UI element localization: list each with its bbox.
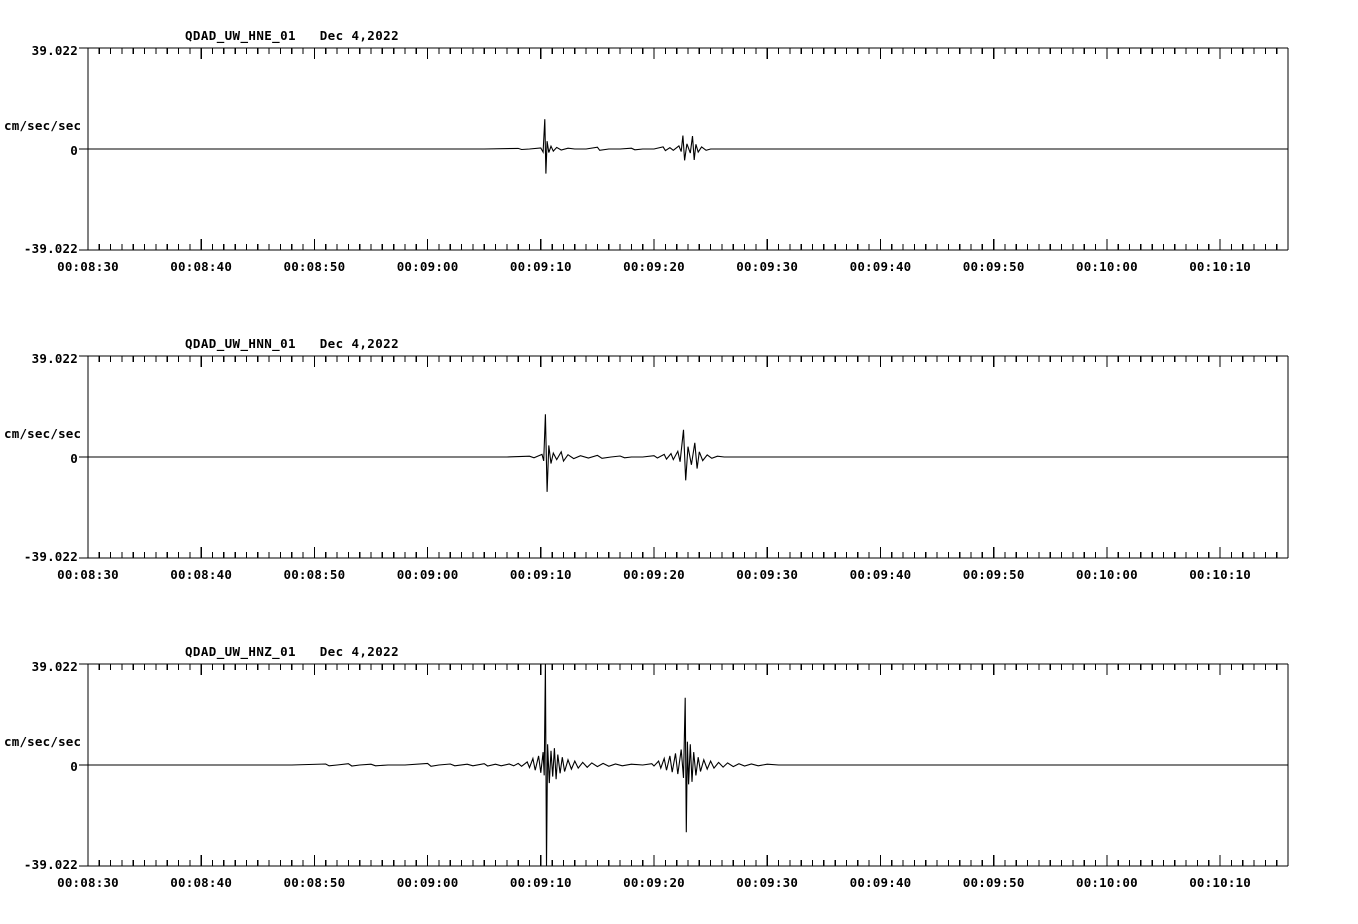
y-axis-min-label: -39.022 [23,857,78,872]
waveform-trace [88,664,1288,866]
x-axis-tick-label: 00:09:10 [509,567,572,582]
seismogram-panel-hne: QDAD_UW_HNE_01 Dec 4,2022 cm/sec/sec 39.… [0,0,1358,308]
x-axis-tick-label: 00:09:00 [396,259,459,274]
panel-title: QDAD_UW_HNZ_01 Dec 4,2022 [185,644,399,659]
x-axis-tick-label: 00:08:40 [170,259,233,274]
x-axis-tick-labels: 00:08:30 00:08:40 00:08:50 00:09:00 00:09:10… [0,567,1358,585]
x-axis-tick-label: 00:08:30 [57,259,119,274]
x-axis-tick-label: 00:09:40 [849,875,912,890]
x-axis-tick-label: 00:09:20 [623,567,685,582]
x-axis-tick-label: 00:08:50 [283,875,346,890]
y-axis-zero-label: 0 [70,451,78,466]
x-axis-tick-label: 00:09:30 [736,259,799,274]
y-axis-max-label: 39.022 [31,43,78,58]
x-axis-tick-label: 00:10:00 [1075,567,1138,582]
x-axis-tick-label: 00:08:40 [170,875,233,890]
x-axis-tick-label: 00:10:00 [1075,259,1138,274]
x-axis-tick-label: 00:09:00 [396,875,459,890]
x-axis-tick-label: 00:09:30 [736,875,799,890]
y-axis-min-label: -39.022 [23,241,78,256]
x-axis-tick-label: 00:10:10 [1189,259,1251,274]
y-axis-zero-label: 0 [70,143,78,158]
x-axis-tick-label: 00:09:10 [509,259,572,274]
y-axis-units-label: cm/sec/sec [4,118,82,133]
seismogram-panel-hnn: QDAD_UW_HNN_01 Dec 4,2022 cm/sec/sec 39.… [0,308,1358,616]
seismogram-panel-hnz: QDAD_UW_HNZ_01 Dec 4,2022 cm/sec/sec 39.… [0,616,1358,924]
x-axis-tick-label: 00:10:10 [1189,567,1251,582]
x-axis-tick-label: 00:09:40 [849,259,912,274]
x-axis-tick-label: 00:09:50 [962,875,1025,890]
x-axis-tick-labels: 00:08:30 00:08:40 00:08:50 00:09:00 00:09:10… [0,259,1358,277]
plot-area [79,663,1289,867]
x-axis-tick-label: 00:09:50 [962,567,1025,582]
x-axis-tick-label: 00:08:30 [57,875,119,890]
plot-area [79,47,1289,251]
x-axis-tick-label: 00:09:30 [736,567,799,582]
x-axis-tick-label: 00:08:40 [170,567,233,582]
x-axis-tick-label: 00:09:40 [849,567,912,582]
x-axis-tick-labels: 00:08:30 00:08:40 00:08:50 00:09:00 00:09:10… [0,875,1358,893]
axis-ticks [79,47,1289,251]
x-axis-tick-label: 00:08:30 [57,567,119,582]
x-axis-tick-label: 00:09:50 [962,259,1025,274]
x-axis-tick-label: 00:09:00 [396,567,459,582]
waveform-trace [88,414,1288,492]
y-axis-min-label: -39.022 [23,549,78,564]
plot-area [79,355,1289,559]
axis-ticks [79,355,1289,559]
x-axis-tick-label: 00:08:50 [283,567,346,582]
y-axis-max-label: 39.022 [31,659,78,674]
waveform-trace [88,119,1288,174]
axis-ticks [79,663,1289,867]
y-axis-max-label: 39.022 [31,351,78,366]
panel-title: QDAD_UW_HNN_01 Dec 4,2022 [185,336,399,351]
x-axis-tick-label: 00:09:20 [623,875,685,890]
y-axis-units-label: cm/sec/sec [4,426,82,441]
x-axis-tick-label: 00:08:50 [283,259,346,274]
x-axis-tick-label: 00:09:20 [623,259,685,274]
x-axis-tick-label: 00:09:10 [509,875,572,890]
y-axis-zero-label: 0 [70,759,78,774]
panel-title: QDAD_UW_HNE_01 Dec 4,2022 [185,28,399,43]
x-axis-tick-label: 00:10:00 [1075,875,1138,890]
y-axis-units-label: cm/sec/sec [4,734,82,749]
x-axis-tick-label: 00:10:10 [1189,875,1251,890]
